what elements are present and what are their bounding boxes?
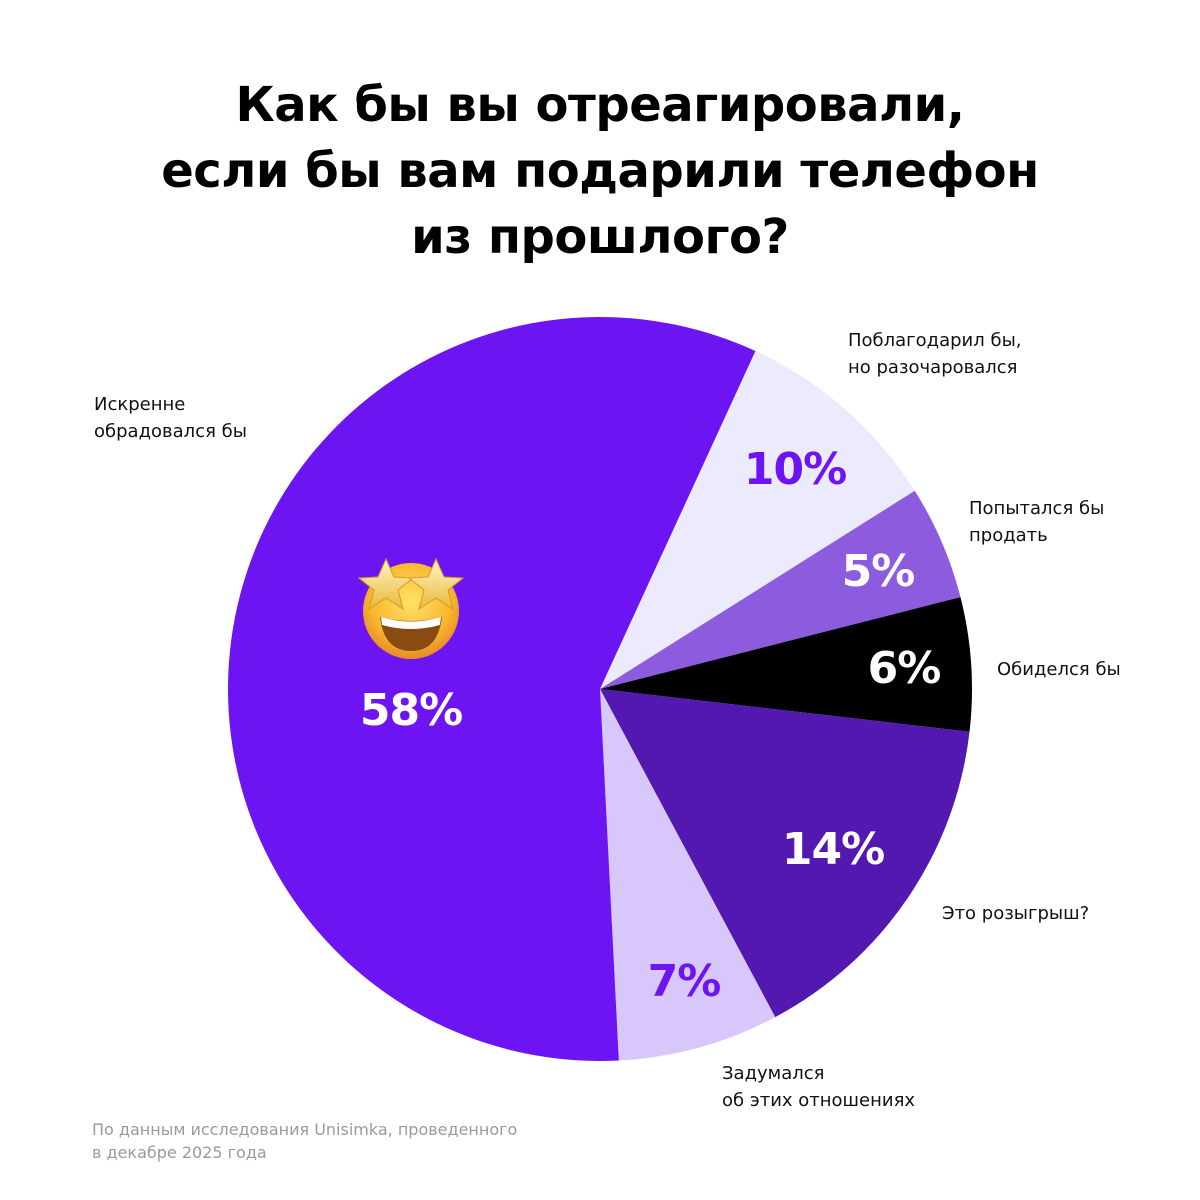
source-footnote: По данным исследования Unisimka, проведе…	[92, 1120, 518, 1162]
slice-value-14: 14%	[781, 824, 885, 875]
category-label-is-it-a-prank: Это розыгрыш?	[942, 903, 1090, 924]
slice-value-6: 6%	[867, 643, 942, 694]
pie-slice-offended	[600, 597, 972, 732]
chart-title-line-1: Как бы вы отреагировали,	[235, 77, 965, 133]
chart-title-line-3: из прошлого?	[411, 209, 789, 265]
category-label-offended: Обиделся бы	[997, 659, 1121, 680]
chart-title-line-2: если бы вам подарили телефон	[161, 143, 1039, 199]
category-label-thought-about-relationship: Задумался об этих отношениях	[722, 1063, 916, 1111]
slice-value-5: 5%	[841, 546, 916, 597]
chart-title: Как бы вы отреагировали, если бы вам под…	[0, 72, 1200, 270]
pie-slice-thought-about-relationship	[600, 689, 776, 1061]
slice-value-7: 7%	[647, 956, 722, 1007]
pie-slice-is-it-a-prank	[600, 689, 970, 1018]
category-label-sincerely-happy: Искренне обрадовался бы	[94, 394, 247, 442]
star-struck-emoji-icon	[357, 557, 465, 659]
slice-value-58: 58%	[359, 685, 463, 736]
pie-slice-sincerely-happy	[228, 316, 756, 1061]
slice-value-10: 10%	[743, 444, 847, 495]
category-label-tried-to-sell: Попытался бы продать	[969, 498, 1105, 546]
pie-slice-tried-to-sell	[600, 490, 961, 689]
category-label-thanked-but-disappointed: Поблагодарил бы, но разочаровался	[848, 330, 1022, 378]
pie-slice-thanked-but-disappointed	[600, 351, 915, 689]
